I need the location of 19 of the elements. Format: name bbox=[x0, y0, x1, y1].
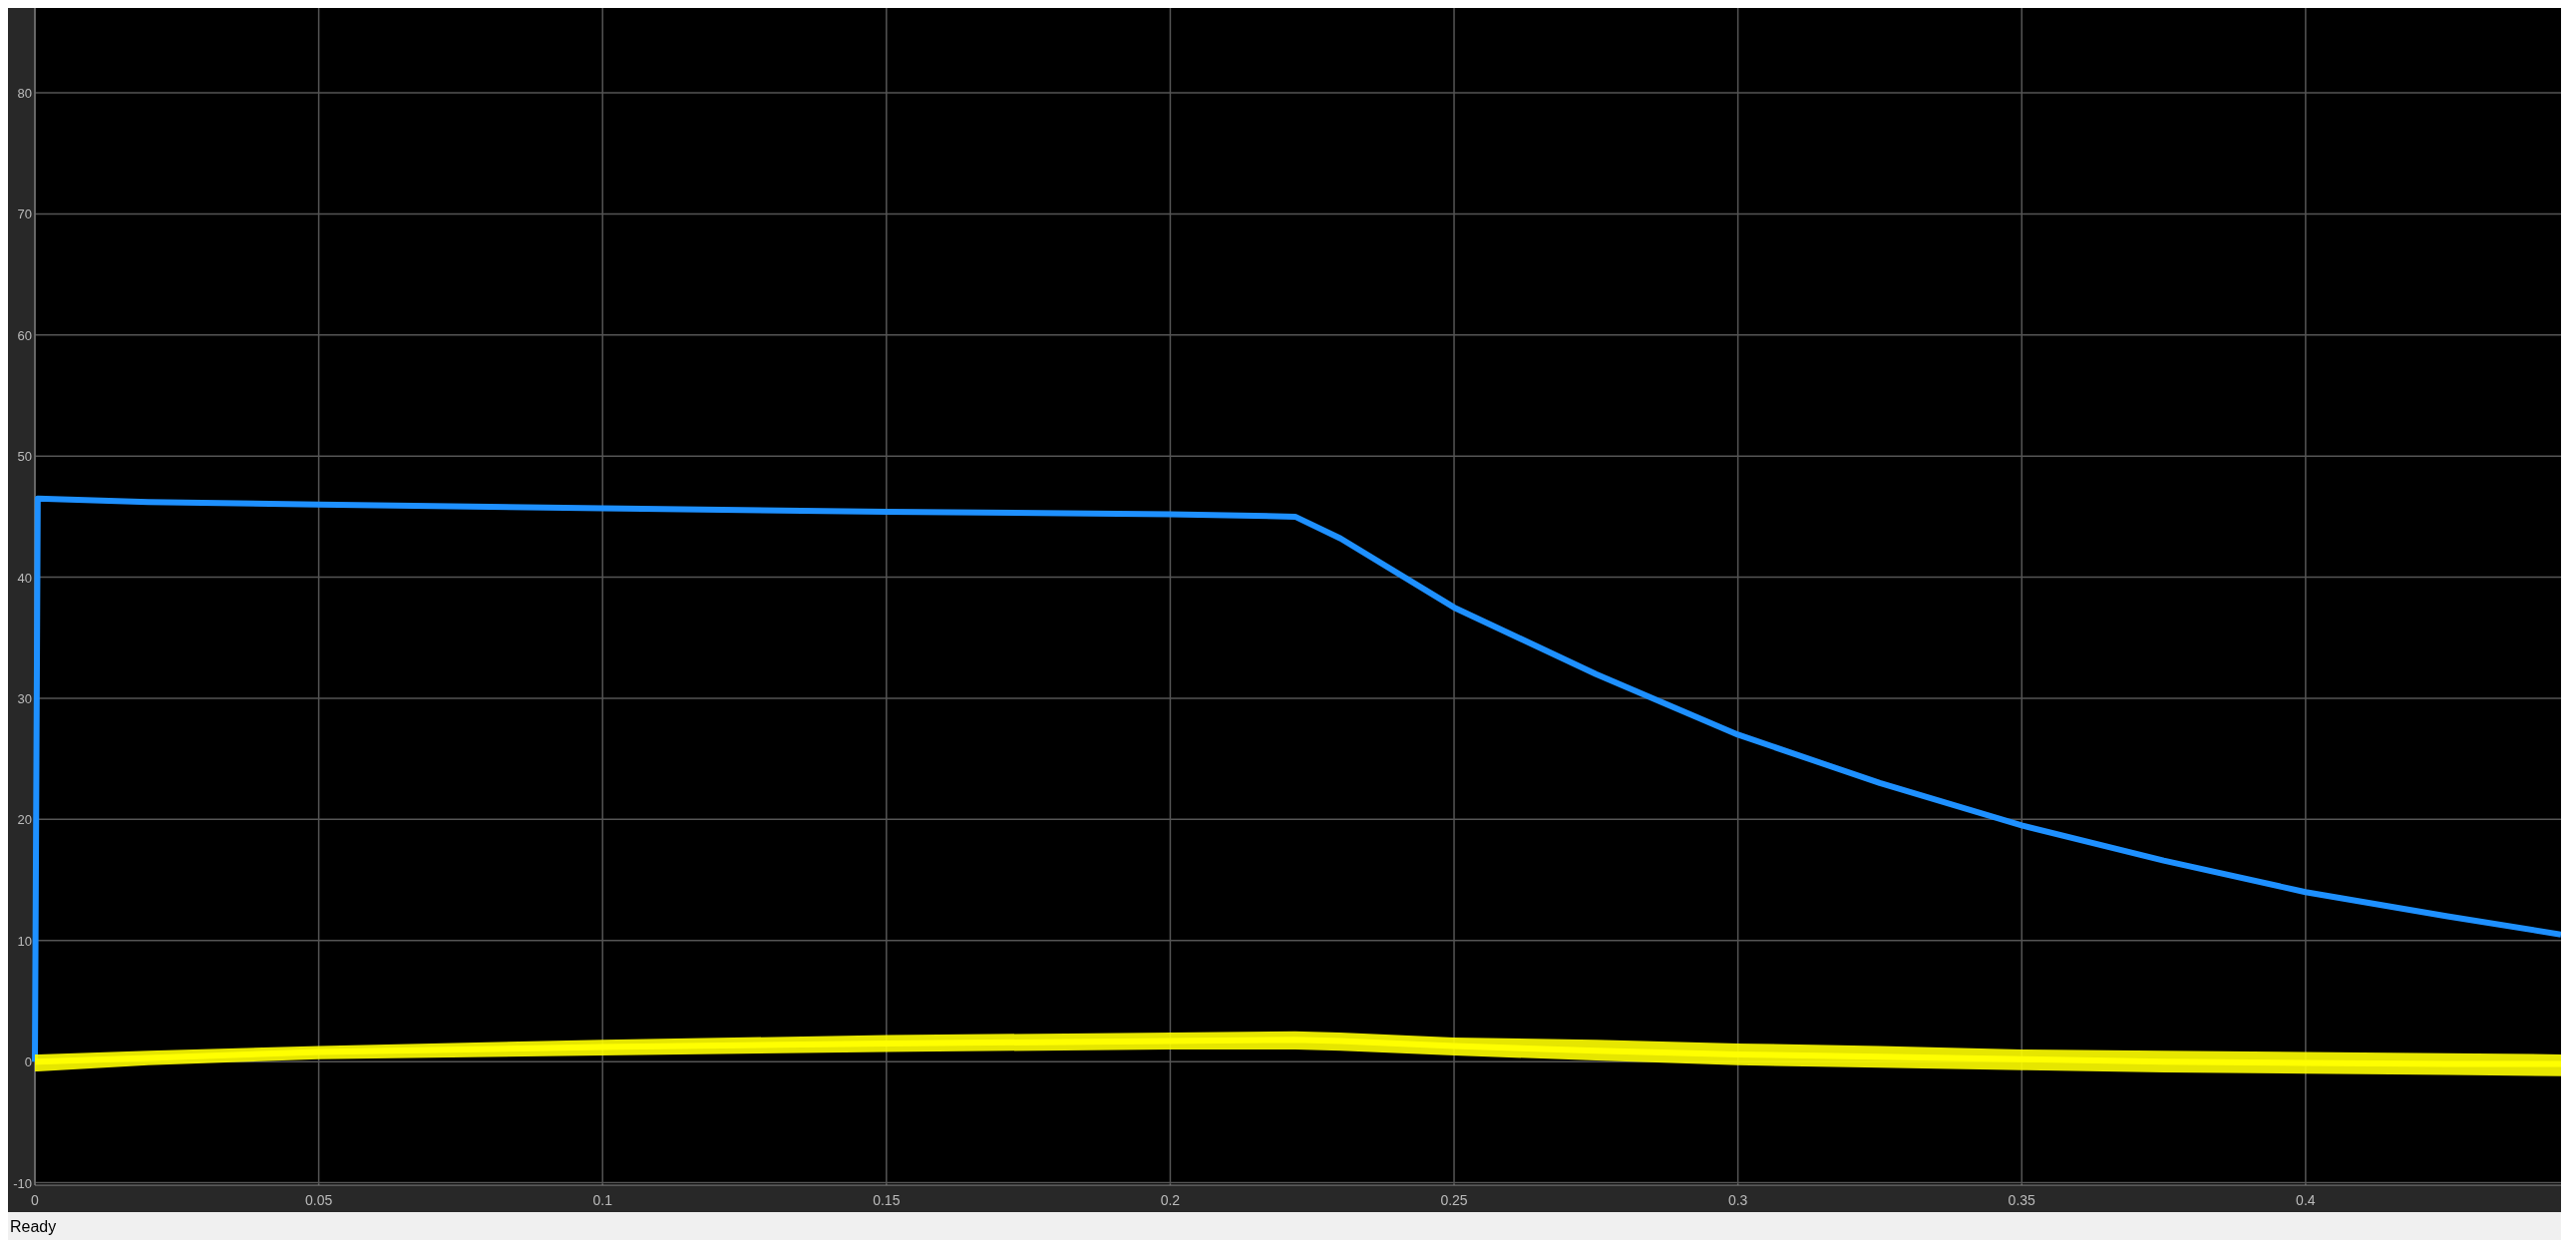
y-tick-label: 20 bbox=[17, 812, 32, 828]
x-tick-label: 0.4 bbox=[2296, 1192, 2316, 1208]
y-tick-label: -10 bbox=[13, 1175, 32, 1191]
y-tick-label: 70 bbox=[17, 207, 32, 222]
x-tick-label: 0.2 bbox=[1160, 1192, 1181, 1208]
y-tick-label: 0 bbox=[24, 1054, 32, 1070]
y-tick-label: 60 bbox=[17, 327, 32, 343]
x-tick-label: 0.35 bbox=[2008, 1192, 2036, 1208]
x-tick-label: 0.05 bbox=[304, 1192, 333, 1208]
y-tick-label: 10 bbox=[17, 933, 32, 949]
x-tick-label: 0.3 bbox=[1727, 1192, 1748, 1208]
x-tick-label: 0.15 bbox=[873, 1192, 901, 1208]
x-tick-label: 0.25 bbox=[1440, 1192, 1468, 1208]
text: Ready bbox=[10, 1218, 57, 1235]
x-tick-label: 0.1 bbox=[592, 1192, 613, 1208]
y-tick-label: 80 bbox=[17, 85, 32, 101]
y-tick-label: 50 bbox=[17, 449, 32, 465]
y-tick-label: 30 bbox=[17, 690, 32, 706]
y-tick-label: 40 bbox=[17, 570, 32, 586]
